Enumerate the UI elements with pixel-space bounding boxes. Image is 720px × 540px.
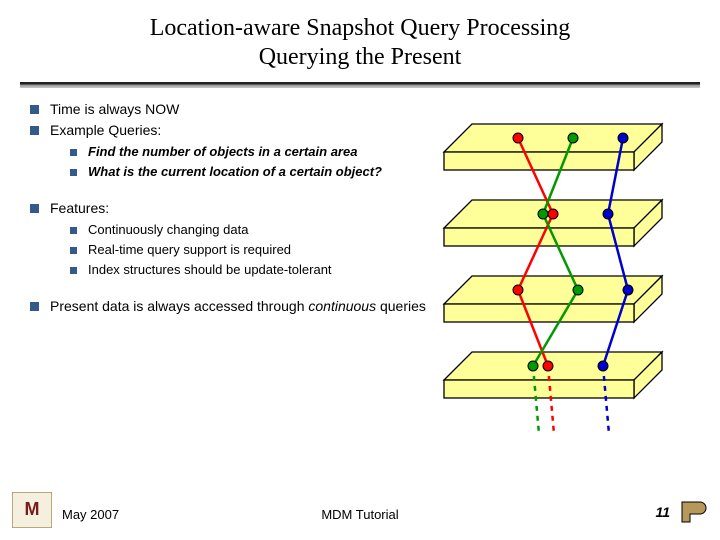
bullet-text: Example Queries: <box>50 122 161 138</box>
purdue-logo-icon <box>676 492 712 528</box>
bullet-item: Example Queries: Find the number of obje… <box>30 121 434 181</box>
diagram-svg <box>434 104 694 454</box>
sub-text: Real-time query support is required <box>88 242 291 257</box>
page-number: 11 <box>655 504 670 520</box>
bullet-text: Features: <box>50 200 109 216</box>
sub-item: Find the number of objects in a certain … <box>70 144 434 161</box>
bullet-list: Features: Continuously changing data Rea… <box>30 199 434 279</box>
bullet-text: Present data is always accessed through <box>50 298 308 314</box>
slide-title: Location-aware Snapshot Query Processing… <box>0 0 720 72</box>
sub-item: What is the current location of a certai… <box>70 164 434 181</box>
bullet-item: Present data is always accessed through … <box>30 297 434 316</box>
bullet-text-italic: continuous <box>308 298 376 314</box>
footer-title: MDM Tutorial <box>0 507 720 522</box>
bullet-text: Time is always NOW <box>50 101 179 117</box>
bullet-item: Features: Continuously changing data Rea… <box>30 199 434 279</box>
bullet-text: queries <box>376 298 426 314</box>
sub-list: Find the number of objects in a certain … <box>50 144 434 181</box>
sub-text: What is the current location of a certai… <box>88 164 382 179</box>
sub-list: Continuously changing data Real-time que… <box>50 222 434 279</box>
title-line-2: Querying the Present <box>259 44 462 70</box>
sub-text: Index structures should be update-tolera… <box>88 262 332 277</box>
bullet-list: Present data is always accessed through … <box>30 297 434 316</box>
sub-text: Find the number of objects in a certain … <box>88 144 357 159</box>
sub-item: Real-time query support is required <box>70 242 434 259</box>
title-line-1: Location-aware Snapshot Query Processing <box>150 15 571 41</box>
content-area: Time is always NOW Example Queries: Find… <box>0 88 720 319</box>
bullet-list: Time is always NOW Example Queries: Find… <box>30 100 434 182</box>
bullet-item: Time is always NOW <box>30 100 434 119</box>
sub-item: Continuously changing data <box>70 222 434 239</box>
sub-text: Continuously changing data <box>88 222 248 237</box>
slab-diagram <box>434 100 690 319</box>
text-column: Time is always NOW Example Queries: Find… <box>30 100 434 319</box>
footer: May 2007 MDM Tutorial 11 <box>0 490 720 530</box>
sub-item: Index structures should be update-tolera… <box>70 262 434 279</box>
